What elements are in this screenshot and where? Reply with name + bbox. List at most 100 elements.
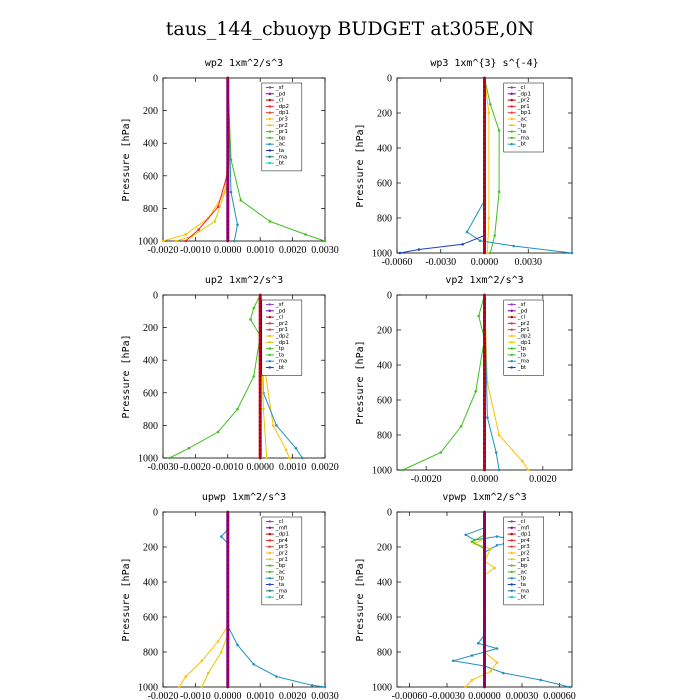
- legend-label: _tp: [517, 346, 527, 352]
- zero-line-marker: [483, 646, 486, 650]
- zero-line-marker: [258, 440, 262, 444]
- zero-line-marker: [483, 523, 486, 527]
- series-marker: [239, 198, 243, 202]
- zero-line-marker: [226, 117, 230, 121]
- zero-line-marker: [226, 558, 230, 562]
- zero-line-marker: [226, 149, 230, 153]
- zero-line-marker: [226, 198, 230, 202]
- series-marker: [495, 535, 499, 538]
- series-marker: [200, 685, 204, 689]
- series-marker: [216, 640, 220, 643]
- legend-label: _pr4: [517, 538, 531, 544]
- legend-label: _pr2: [275, 123, 288, 129]
- x-tick-label: -0.00030: [429, 691, 465, 700]
- series-marker: [495, 661, 499, 664]
- zero-line-marker: [226, 672, 230, 676]
- legend-marker: [268, 539, 272, 542]
- legend-label: _cl: [517, 519, 526, 525]
- legend-label: _bt: [517, 595, 527, 601]
- zero-line-marker: [226, 685, 230, 689]
- plot-frame: [162, 294, 326, 459]
- zero-line-marker: [483, 181, 486, 185]
- series-marker: [470, 654, 474, 657]
- series-marker: [539, 678, 543, 682]
- panel-title: vp2 1xm^2/s^3: [445, 275, 523, 286]
- zero-line-marker: [226, 239, 230, 243]
- zero-line-marker: [483, 159, 486, 163]
- series-marker: [451, 659, 455, 663]
- panel-title: wp2 1xm^2/s^3: [205, 58, 283, 69]
- zero-line-marker: [483, 624, 486, 628]
- series-marker: [249, 318, 252, 321]
- y-axis-label: Pressure [hPa]: [121, 117, 132, 201]
- legend-marker: [510, 366, 513, 369]
- series-marker: [220, 535, 223, 538]
- zero-line-marker: [483, 451, 486, 454]
- x-tick-label: 0.0030: [311, 691, 339, 700]
- zero-line-marker: [483, 155, 486, 159]
- legend-label: _ta: [275, 582, 284, 588]
- legend-box: [503, 516, 544, 606]
- legend-marker: [510, 334, 513, 338]
- y-axis-label: Pressure [hPa]: [355, 557, 366, 641]
- legend-label: _ta: [517, 129, 526, 135]
- legend-marker: [268, 551, 272, 555]
- zero-line-marker: [226, 178, 230, 182]
- legend-marker: [510, 532, 513, 536]
- series-marker: [486, 416, 489, 419]
- zero-line-marker: [483, 111, 486, 115]
- zero-line-marker: [483, 510, 486, 514]
- x-tick-label: 0.00030: [506, 691, 539, 700]
- series-marker: [497, 468, 501, 472]
- series-line-pr3: [162, 78, 229, 242]
- zero-line-marker: [483, 615, 486, 619]
- legend-label: _ta: [275, 148, 284, 154]
- panel-title: vpwp 1xm^2/s^3: [442, 492, 526, 503]
- zero-line-marker: [483, 416, 486, 419]
- zero-line-marker: [226, 207, 230, 210]
- zero-line-marker: [226, 137, 230, 141]
- legend-marker: [268, 353, 272, 357]
- zero-line-marker: [483, 541, 486, 545]
- zero-line-marker: [483, 337, 486, 341]
- series-marker: [493, 234, 497, 237]
- legend-marker: [268, 124, 272, 127]
- zero-line-marker: [226, 580, 230, 584]
- series-marker: [252, 662, 256, 666]
- legend-label: _ma: [275, 154, 287, 160]
- legend-marker: [268, 577, 272, 580]
- legend-label: _sf: [275, 302, 285, 308]
- zero-line-marker: [226, 545, 230, 549]
- legend-marker: [510, 558, 513, 561]
- zero-line-marker: [483, 446, 486, 450]
- zero-line-marker: [483, 545, 486, 549]
- y-tick-label: 200: [377, 326, 392, 337]
- series-line-bp: [227, 77, 326, 242]
- zero-line-marker: [258, 411, 262, 415]
- y-tick-label: 1000: [138, 454, 158, 465]
- zero-line-marker: [226, 76, 230, 80]
- series-line-ac: [227, 77, 239, 242]
- legend-marker: [510, 143, 513, 146]
- series-marker: [526, 468, 530, 472]
- legend-label: _bt: [275, 365, 285, 371]
- zero-line-marker: [483, 238, 486, 242]
- zero-line-marker: [258, 379, 262, 382]
- legend-marker: [510, 589, 513, 592]
- x-tick-label: -0.0030: [148, 462, 179, 473]
- zero-line-marker: [483, 102, 486, 106]
- zero-line-marker: [483, 177, 486, 181]
- zero-line-marker: [483, 455, 486, 459]
- zero-line-marker: [483, 190, 486, 194]
- series-marker: [470, 540, 474, 544]
- zero-line-marker: [483, 437, 486, 441]
- zero-line-marker: [483, 359, 486, 363]
- legend-marker: [510, 353, 513, 357]
- zero-line-marker: [258, 326, 262, 329]
- legend-marker: [268, 558, 272, 561]
- legend-label: _pr3: [517, 544, 531, 550]
- zero-line-marker: [226, 235, 230, 239]
- legend-label: _ac: [517, 117, 527, 123]
- y-tick-label: 400: [377, 361, 392, 372]
- zero-line-marker: [483, 398, 486, 402]
